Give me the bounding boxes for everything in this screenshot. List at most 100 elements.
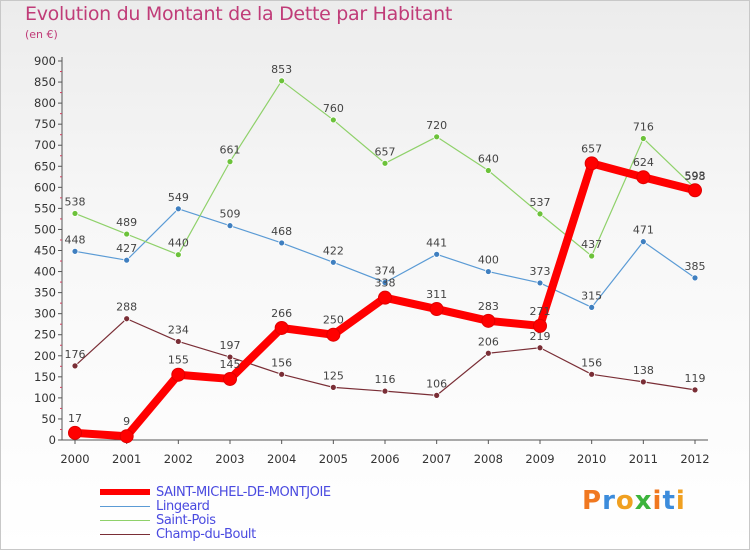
data-point <box>691 274 699 282</box>
legend-label: Lingeard <box>156 499 210 514</box>
y-tick-label: 450 <box>34 244 56 258</box>
data-label: 509 <box>220 208 241 221</box>
data-point <box>278 77 286 85</box>
data-point <box>691 386 699 394</box>
logo-letter: o <box>615 486 635 516</box>
data-label: 106 <box>426 377 447 390</box>
y-tick-label: 200 <box>34 349 56 363</box>
data-point <box>584 156 599 171</box>
data-point <box>433 133 441 141</box>
data-point <box>378 290 392 305</box>
y-tick-label: 600 <box>34 180 56 194</box>
data-point <box>588 303 596 311</box>
data-point <box>588 370 596 378</box>
legend-item-lingeard[interactable]: Lingeard <box>100 499 400 514</box>
data-label: 853 <box>271 63 292 76</box>
x-tick-label: 2009 <box>525 452 554 466</box>
data-label: 437 <box>581 238 602 251</box>
data-label: 657 <box>581 142 602 155</box>
legend: SAINT-MICHEL-DE-MONTJOIE Lingeard Saint-… <box>100 485 400 542</box>
data-point <box>433 250 441 258</box>
data-label: 271 <box>530 305 551 318</box>
data-point <box>484 167 492 174</box>
data-point <box>329 116 337 124</box>
data-point <box>326 327 341 342</box>
data-label: 760 <box>323 102 344 115</box>
data-point <box>274 320 289 335</box>
data-label: 427 <box>116 242 137 255</box>
x-tick-label: 2007 <box>422 452 451 466</box>
data-label: 624 <box>633 156 654 169</box>
data-label: 374 <box>375 265 396 278</box>
legend-item-champ-du-boult[interactable]: Champ-du-Boult <box>100 527 400 542</box>
y-tick-label: 50 <box>41 412 56 426</box>
x-tick-label: 2004 <box>267 452 296 466</box>
data-label: 716 <box>633 120 654 133</box>
data-label: 338 <box>375 277 396 290</box>
x-tick-label: 2001 <box>112 452 141 466</box>
x-tick-label: 2010 <box>577 452 606 466</box>
data-point <box>174 251 182 259</box>
legend-label: SAINT-MICHEL-DE-MONTJOIE <box>156 485 331 500</box>
data-label: 471 <box>633 224 654 237</box>
data-label: 197 <box>220 339 241 352</box>
legend-swatch <box>100 520 150 521</box>
data-label: 441 <box>426 236 447 249</box>
y-tick-label: 900 <box>34 54 56 68</box>
data-point <box>536 210 544 218</box>
data-label: 720 <box>426 119 447 132</box>
data-point <box>174 205 182 213</box>
data-point <box>123 256 131 264</box>
data-label: 489 <box>116 216 137 229</box>
data-label: 119 <box>685 372 706 385</box>
data-label: 640 <box>478 152 499 165</box>
data-label: 219 <box>530 330 551 343</box>
logo-letter: r <box>602 486 616 516</box>
data-point <box>171 367 186 382</box>
legend-item-saint-pois[interactable]: Saint-Pois <box>100 513 400 528</box>
data-label: 315 <box>581 289 602 302</box>
data-label: 468 <box>271 225 292 238</box>
data-point <box>123 315 131 323</box>
data-point <box>429 302 444 317</box>
data-point <box>433 391 441 399</box>
data-point <box>223 371 237 386</box>
data-point <box>119 429 134 444</box>
y-tick-label: 850 <box>34 75 56 89</box>
legend-label: Saint-Pois <box>156 513 216 528</box>
data-label: 593 <box>685 169 706 182</box>
data-point <box>329 383 337 391</box>
data-label: 234 <box>168 323 189 336</box>
data-point <box>71 210 79 217</box>
logo-letter: i <box>652 486 663 516</box>
data-label: 549 <box>168 191 189 204</box>
data-label: 538 <box>65 195 86 208</box>
logo-letter: t <box>662 486 676 516</box>
data-point <box>639 238 647 246</box>
data-point <box>71 247 79 255</box>
data-point <box>481 313 496 328</box>
data-point <box>688 183 702 198</box>
data-point <box>381 387 389 395</box>
data-point <box>226 353 234 361</box>
chart-subtitle: (en €) <box>25 28 58 41</box>
y-tick-label: 150 <box>34 370 56 384</box>
x-tick-label: 2002 <box>164 452 193 466</box>
data-label: 400 <box>478 254 499 267</box>
data-label: 373 <box>530 265 551 278</box>
legend-item-saint-michel[interactable]: SAINT-MICHEL-DE-MONTJOIE <box>100 485 400 500</box>
data-label: 145 <box>220 358 241 371</box>
data-label: 288 <box>116 301 137 314</box>
data-point <box>484 349 492 357</box>
data-point <box>533 318 547 333</box>
data-point <box>123 230 131 238</box>
data-label: 311 <box>426 288 447 301</box>
y-tick-label: 750 <box>34 117 56 131</box>
x-tick-label: 2008 <box>474 452 503 466</box>
data-label: 125 <box>323 369 344 382</box>
x-tick-label: 2012 <box>680 452 709 466</box>
legend-swatch <box>100 489 150 495</box>
data-label: 598 <box>685 170 706 183</box>
data-label: 116 <box>375 373 396 386</box>
